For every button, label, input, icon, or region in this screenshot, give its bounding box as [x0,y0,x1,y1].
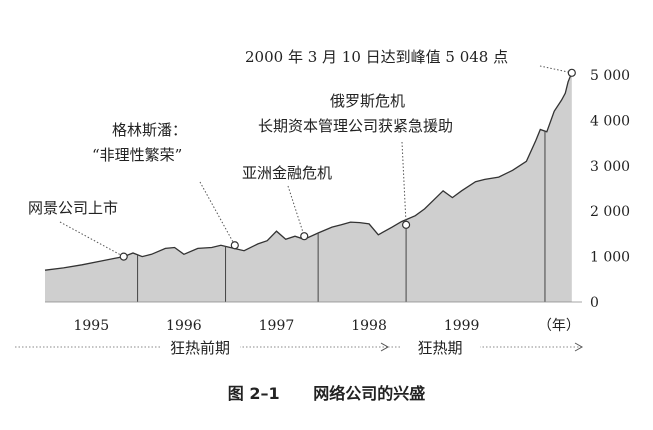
annotation-label: 2000 年 3 月 10 日达到峰值 5 048 点 [245,48,508,66]
y-tick-label: 3 000 [590,159,630,175]
annotation-label: 俄罗斯危机 [330,92,405,110]
phase-label: 狂热前期 [170,339,230,357]
area-fill [45,72,572,302]
annotation-label-line2: 长期资本管理公司获紧急援助 [258,117,453,135]
annotation-dot [119,252,128,261]
x-tick-label: 1999 [444,318,480,334]
annotation-leader [539,65,572,74]
area-layer [44,72,573,302]
annotation-leader [59,221,124,258]
divider-layer [137,131,546,302]
chart: 0 1 000 2 000 3 000 4 000 5 000 1995 1996 1997 19… [15,48,630,357]
annotation-leader [401,141,407,225]
annotation-label: 网景公司上市 [28,199,118,217]
x-unit-label: （年） [538,318,580,334]
phase-label-bg [160,335,240,357]
axis-layer: 0 1 000 2 000 3 000 4 000 5 000 1995 1996 1997 19… [45,68,630,334]
figure-number: 图 2–1 [227,384,280,403]
y-tick-label: 5 000 [590,68,630,84]
annotation-dot [300,232,309,241]
annotation-label-line2: “非理性繁荣” [92,146,182,164]
figure-title: 网络公司的兴盛 [313,384,426,403]
annotation-layer: 网景公司上市 格林斯潘： “非理性繁荣” 亚洲金融危机 俄罗斯危机长期资本管理公司获紧急… [28,48,576,261]
phase-label: 狂热期 [417,339,462,357]
annotation-dot [401,220,411,229]
x-tick-label: 1996 [166,318,202,334]
series-line [44,72,573,271]
x-tick-label: 1998 [351,318,387,334]
y-tick-label: 4 000 [590,113,630,129]
figure-caption: 图 2–1 网络公司的兴盛 [0,380,653,404]
annotation-leader [287,185,305,237]
y-tick-label: 2 000 [590,204,630,220]
phase-label-bg [400,335,480,357]
annotation-dot [567,68,576,77]
y-tick-label: 0 [590,295,599,311]
x-tick-label: 1995 [73,318,109,334]
phase-layer: 狂热前期 狂热期 [15,335,584,357]
y-tick-label: 1 000 [590,250,630,266]
phase-arrow-head [574,342,584,352]
annotation-label: 格林斯潘： [112,121,187,139]
annotation-dot [230,241,239,250]
annotation-leader [199,181,236,246]
x-tick-label: 1997 [259,318,295,334]
annotation-label: 亚洲金融危机 [242,164,332,182]
